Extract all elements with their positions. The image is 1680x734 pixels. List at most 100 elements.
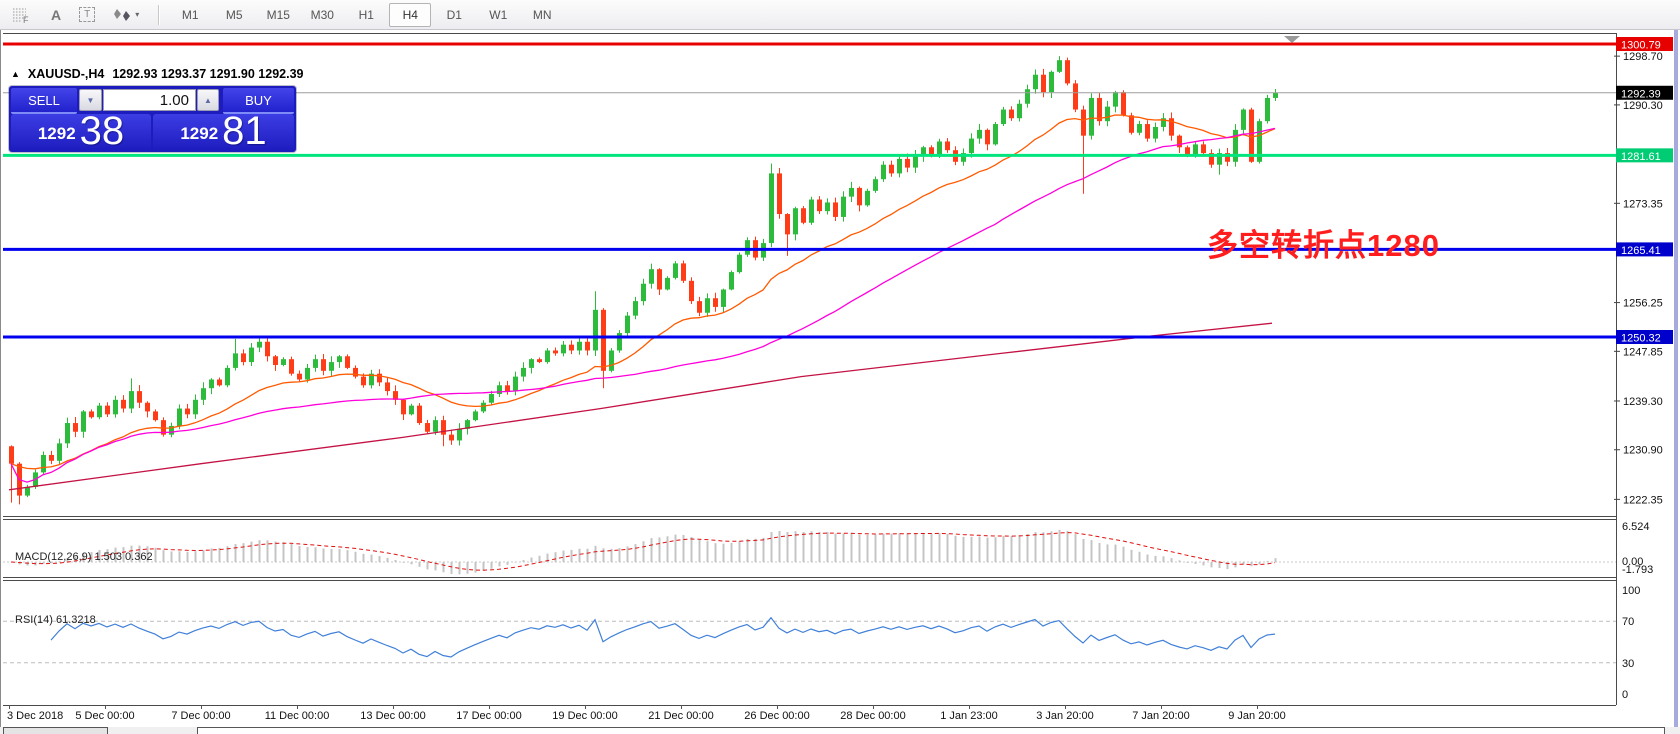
candle-body [745, 240, 750, 255]
candle-body [345, 356, 350, 368]
candle-body [417, 405, 422, 424]
candle-body [161, 420, 166, 435]
candle-body [1081, 109, 1086, 136]
candle-body [297, 373, 302, 380]
chart-canvas[interactable]: 1298.70 1290.30 1273.35 1256.25 1247.85 1239.… [1, 30, 1680, 734]
macd-signal-line [10, 532, 1276, 571]
candle-body [561, 344, 566, 354]
candle-body [369, 373, 374, 386]
candle-body [1169, 118, 1174, 136]
timeframe-button-M1[interactable]: M1 [181, 7, 199, 22]
price-badge-label: 1250.32 [1621, 333, 1661, 345]
candle-body [785, 214, 790, 235]
candle-body [865, 190, 870, 206]
candle-body [849, 187, 854, 197]
bottom-tab-strip [0, 727, 1680, 734]
candle-body [1193, 144, 1198, 156]
candle-body [1105, 106, 1110, 122]
candle-body [465, 420, 470, 429]
timeframe-button-M30[interactable]: M30 [310, 7, 334, 22]
candle-body [817, 199, 822, 212]
candle-body [657, 269, 662, 290]
candle-body [57, 443, 62, 461]
sell-price-display[interactable]: 1292 38 [11, 109, 151, 153]
price-tick-label: 1290.30 [1623, 100, 1663, 112]
candle-body [625, 315, 630, 334]
sell-price-big: 38 [79, 109, 125, 153]
candle-body [1033, 74, 1038, 90]
candle-body [809, 199, 814, 223]
candle-body [1049, 71, 1054, 93]
candle-body [713, 298, 718, 307]
candle-body [737, 254, 742, 273]
toolbar: F A T ▾ M1 M5 M15 M30 H1 H4 D1 W1 MN [0, 0, 1680, 30]
volume-increase-button[interactable]: ▲ [197, 89, 219, 111]
price-levels [3, 42, 1616, 339]
timeframe-button-H1[interactable]: H1 [358, 7, 374, 22]
candle-body [905, 158, 910, 168]
candle-body [1145, 124, 1150, 139]
candle-body [209, 379, 214, 389]
time-axis-label: 11 Dec 00:00 [265, 710, 330, 722]
text-annotation-icon[interactable]: A [51, 6, 62, 23]
time-axis-label: 5 Dec 00:00 [75, 710, 134, 722]
candle-body [177, 408, 182, 426]
price-axis[interactable]: 1298.70 1290.30 1273.35 1256.25 1247.85 1239.… [1614, 37, 1673, 701]
symbol-arrow-icon: ▲ [11, 69, 20, 79]
candle-body [25, 486, 30, 496]
timeframe-button-W1[interactable]: W1 [489, 7, 508, 22]
sell-button[interactable]: SELL [11, 88, 77, 114]
candle-body [81, 411, 86, 432]
volume-decrease-button[interactable]: ▼ [79, 89, 102, 111]
candle-body [473, 411, 478, 421]
candle-body [41, 454, 46, 473]
candle-body [1041, 74, 1046, 93]
timeframe-button-M5[interactable]: M5 [225, 7, 243, 22]
timeframe-button-D1[interactable]: D1 [446, 7, 462, 22]
candle-body [929, 147, 934, 156]
ohlc-values: 1292.93 1293.37 1291.90 1292.39 [112, 67, 304, 81]
candle-body [425, 423, 430, 432]
candle-body [1217, 153, 1222, 165]
time-axis-label: 26 Dec 00:00 [744, 710, 809, 722]
candle-body [377, 373, 382, 383]
rsi-indicator-label: RSI(14) 61.3218 [15, 614, 96, 626]
text-label-icon[interactable]: T [71, 3, 103, 27]
price-badge [1616, 330, 1673, 345]
candle-body [481, 402, 486, 412]
price-badge-label: 1265.41 [1621, 245, 1661, 257]
buy-price-display[interactable]: 1292 81 [153, 111, 294, 151]
arrow-objects-icon[interactable]: ▾ [105, 3, 147, 27]
candle-body [1017, 103, 1022, 119]
timeframe-button-MN[interactable]: MN [532, 7, 552, 22]
buy-button[interactable]: BUY [223, 88, 294, 114]
candle-body [1129, 115, 1134, 133]
hatch-fill-icon[interactable]: F [1, 3, 41, 27]
price-badge [1616, 85, 1673, 100]
timeframe-button-H4[interactable]: H4 [389, 2, 432, 27]
candle-body [241, 353, 246, 363]
price-badge [1616, 242, 1673, 257]
candle-body [1233, 129, 1238, 162]
price-badge [1616, 37, 1673, 51]
candle-body [537, 359, 542, 363]
symbol-period-label: XAUUSD-,H4 [27, 67, 105, 81]
candle-body [945, 141, 950, 151]
time-axis[interactable]: 3 Dec 2018 5 Dec 00:00 7 Dec 00:00 11 Dec 0… [7, 705, 1286, 722]
candle-body [505, 385, 510, 392]
candle-body [329, 362, 334, 371]
timeframe-button-M15[interactable]: M15 [266, 7, 290, 22]
candle-body [401, 399, 406, 415]
fast-moving-average [10, 114, 1276, 470]
candle-body [833, 202, 838, 217]
candle-body [1209, 153, 1214, 165]
candle-body [881, 164, 886, 180]
bottom-tab-1[interactable] [3, 727, 108, 734]
macd-indicator-label: MACD(12,26,9) 1.503 0.362 [15, 551, 153, 563]
candle-body [1177, 135, 1182, 148]
bottom-tab-2[interactable] [197, 727, 1665, 734]
volume-input[interactable] [103, 89, 196, 111]
candle-body [593, 309, 598, 351]
candle-body [553, 350, 558, 354]
